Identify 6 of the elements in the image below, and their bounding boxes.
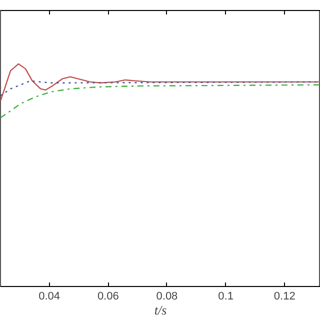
x-axis-title: t/s: [154, 302, 167, 318]
x-tick-label: 0.08: [156, 290, 178, 302]
x-tick-label: 0.12: [274, 290, 296, 302]
x-tick-label: 0.06: [97, 290, 119, 302]
x-tick-label: 0.1: [218, 290, 234, 302]
x-tick-label: 0.04: [38, 290, 60, 302]
